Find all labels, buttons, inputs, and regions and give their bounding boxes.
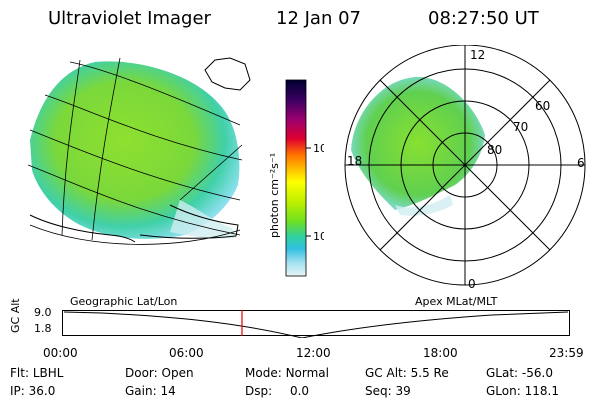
apex-caption: Apex MLat/MLT — [415, 295, 498, 308]
mode-field: Mode: Normal — [245, 366, 329, 380]
flt-field: Flt: LBHL — [10, 366, 64, 380]
x-tick-0000: 00:00 — [43, 346, 78, 360]
gc-alt-value: 5.5 Re — [410, 366, 449, 380]
glon-value: 118.1 — [524, 384, 559, 398]
colorbar: photon cm⁻²s⁻¹ 100 10 — [268, 79, 324, 277]
aurora-polar-region — [351, 76, 485, 211]
colorbar-tick-10: 10 — [313, 230, 324, 243]
gc-alt-field: GC Alt: 5.5 Re — [365, 366, 449, 380]
mlt-label-12: 12 — [470, 48, 485, 62]
dsp-value: 0.0 — [289, 384, 310, 398]
seq-field: Seq: 39 — [365, 384, 411, 398]
lat-label-80: 80 — [487, 143, 502, 157]
door-field: Door: Open — [125, 366, 194, 380]
time-label: 08:27:50 UT — [428, 8, 539, 29]
lat-label-60: 60 — [535, 99, 550, 113]
lat-lon-grid — [27, 57, 243, 245]
date-label: 12 Jan 07 — [276, 8, 361, 29]
ip-field: IP: 36.0 — [10, 384, 56, 398]
x-tick-2359: 23:59 — [549, 346, 584, 360]
instrument-title: Ultraviolet Imager — [48, 8, 211, 29]
y-tick-1-8: 1.8 — [34, 322, 52, 335]
geographic-image — [27, 57, 251, 245]
gain-value: 14 — [160, 384, 176, 398]
aurora-emission-region — [30, 61, 240, 239]
mlt-label-0: 0 — [468, 277, 476, 290]
ip-value: 36.0 — [28, 384, 56, 398]
x-tick-0600: 06:00 — [169, 346, 204, 360]
glat-value: -56.0 — [521, 366, 553, 380]
mlt-label-6: 6 — [577, 156, 585, 170]
x-tick-1200: 12:00 — [296, 346, 331, 360]
geographic-caption: Geographic Lat/Lon — [70, 295, 178, 308]
glon-field: GLon: 118.1 — [486, 384, 559, 398]
lat-label-70: 70 — [513, 120, 528, 134]
flt-value: LBHL — [32, 366, 64, 380]
polar-plot: 12 18 6 0 60 70 80 — [344, 45, 586, 290]
seq-value: 39 — [395, 384, 411, 398]
altitude-curve — [63, 311, 569, 338]
colorbar-tick-100: 100 — [313, 142, 324, 155]
door-value: Open — [161, 366, 194, 380]
mode-value: Normal — [285, 366, 329, 380]
coastline — [29, 57, 251, 243]
glat-field: GLat: -56.0 — [486, 366, 553, 380]
y-tick-9: 9.0 — [34, 306, 52, 319]
polar-grid — [344, 45, 586, 286]
mlt-label-18: 18 — [347, 154, 362, 168]
x-tick-1800: 18:00 — [423, 346, 458, 360]
timeline-frame — [62, 310, 570, 336]
altitude-timeline[interactable] — [62, 308, 572, 338]
gc-alt-axis-label: GC Alt — [9, 298, 22, 333]
dsp-field: Dsp: 0.0 — [245, 384, 310, 398]
colorbar-unit-label: photon cm⁻²s⁻¹ — [268, 153, 281, 238]
gain-field: Gain: 14 — [125, 384, 176, 398]
